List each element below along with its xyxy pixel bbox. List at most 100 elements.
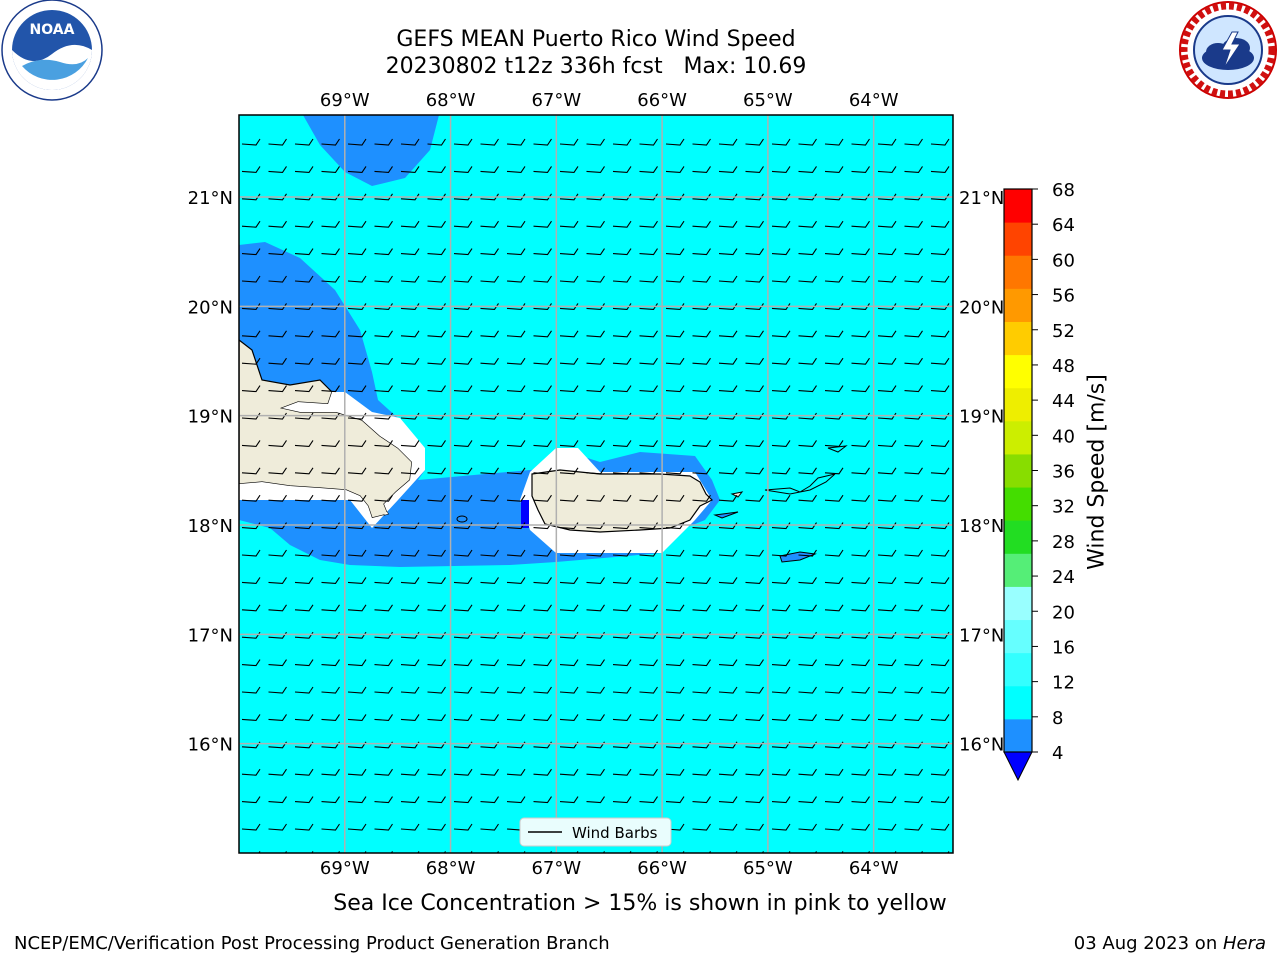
- wind-barb: [533, 549, 552, 557]
- wind-barb: [930, 549, 950, 557]
- wind-barb: [930, 796, 950, 804]
- wind-barb: [930, 659, 950, 667]
- wind-barb: [427, 823, 446, 831]
- wind-barb: [294, 823, 314, 831]
- wind-barb: [559, 193, 579, 201]
- wind-barb: [930, 330, 950, 338]
- wind-barb: [665, 303, 685, 310]
- lon-tick-label: 64°W: [849, 858, 899, 879]
- wind-barb: [639, 330, 658, 338]
- wind-barb: [374, 659, 393, 667]
- wind-barb: [718, 220, 738, 228]
- wind-barb: [877, 220, 897, 228]
- wind-barb: [718, 604, 738, 612]
- wind-barb: [321, 275, 340, 283]
- wind-barb: [427, 220, 446, 228]
- wind-barb: [851, 330, 870, 338]
- wind-barb: [480, 357, 499, 365]
- wind-barb: [904, 193, 923, 201]
- wind-barb: [798, 659, 817, 667]
- wind-barb: [692, 138, 711, 146]
- wind-barb: [321, 357, 340, 365]
- wind-barb: [480, 275, 499, 283]
- wind-barb: [268, 303, 287, 310]
- wind-barb: [533, 303, 552, 310]
- wind-barb: [665, 659, 685, 667]
- wind-barb: [771, 330, 791, 338]
- wind-barb: [745, 220, 764, 228]
- wind-barb: [904, 440, 923, 447]
- wind-barb: [294, 577, 314, 584]
- wind-barb: [824, 357, 844, 365]
- colorbar-tick-label: 16: [1052, 637, 1075, 658]
- wind-barb: [347, 220, 367, 228]
- lat-tick-label: 18°N: [959, 516, 1004, 537]
- wind-barb: [453, 220, 473, 228]
- wind-barb: [559, 549, 579, 557]
- wind-barb: [347, 494, 367, 502]
- wind-barb: [612, 577, 632, 584]
- wind-barb: [294, 467, 314, 475]
- wind-barb: [612, 248, 632, 256]
- footer-date-text: 03 Aug 2023 on: [1073, 933, 1223, 954]
- wind-barb: [745, 549, 764, 557]
- wind-barb: [771, 440, 791, 447]
- wind-barb: [665, 166, 685, 173]
- wind-barb: [745, 823, 764, 831]
- wind-barb: [665, 357, 685, 365]
- wind-barb: [427, 248, 446, 256]
- wind-barb: [480, 494, 499, 502]
- wind-barb: [930, 385, 950, 393]
- wind-barb: [400, 659, 420, 667]
- wind-barb: [347, 714, 367, 721]
- wind-barb: [771, 138, 791, 146]
- wind-barb: [586, 494, 605, 502]
- wind-barb: [930, 275, 950, 283]
- wind-barb: [745, 686, 764, 694]
- wind-barb: [692, 659, 711, 667]
- colorbar-segment: [1004, 487, 1032, 521]
- wind-barb: [930, 440, 950, 447]
- wind-barb: [241, 357, 261, 365]
- wind-barb: [718, 248, 738, 256]
- wind-barb: [427, 357, 446, 365]
- wind-barb: [745, 385, 764, 393]
- wind-barb: [586, 714, 605, 721]
- wind-barb: [241, 220, 261, 228]
- wind-barb: [586, 659, 605, 667]
- wind-barb: [347, 275, 367, 283]
- wind-barb: [745, 494, 764, 502]
- wind-barb: [665, 768, 685, 776]
- wind-barb: [930, 248, 950, 256]
- wind-barb: [533, 330, 552, 338]
- wind-barb: [639, 549, 658, 557]
- wind-barb: [533, 440, 552, 447]
- wind-barb: [586, 220, 605, 228]
- wind-barb: [851, 303, 870, 310]
- wind-barb: [718, 549, 738, 557]
- wind-barb: [374, 220, 393, 228]
- wind-barb: [400, 385, 420, 393]
- wind-barb: [400, 714, 420, 721]
- wind-barb: [241, 303, 261, 310]
- wind-barb: [639, 248, 658, 256]
- wind-barb: [824, 714, 844, 721]
- noaa-logo-icon: NOAA: [1, 0, 103, 101]
- wind-barb: [347, 823, 367, 831]
- wind-barb: [347, 357, 367, 365]
- wind-barb: [453, 686, 473, 694]
- wind-barb: [533, 577, 552, 584]
- wind-barb: [639, 686, 658, 694]
- colorbar-segment: [1004, 420, 1032, 455]
- wind-barb: [533, 166, 552, 173]
- lat-tick-label: 19°N: [188, 407, 233, 428]
- wind-barb: [400, 248, 420, 256]
- wind-barb: [427, 330, 446, 338]
- wind-barb: [427, 275, 446, 283]
- wind-barb: [480, 714, 499, 721]
- wind-barb: [321, 604, 340, 612]
- wind-barb: [294, 549, 314, 557]
- colorbar-tick-label: 56: [1052, 286, 1075, 307]
- wind-barb: [347, 686, 367, 694]
- wind-barb: [639, 440, 658, 447]
